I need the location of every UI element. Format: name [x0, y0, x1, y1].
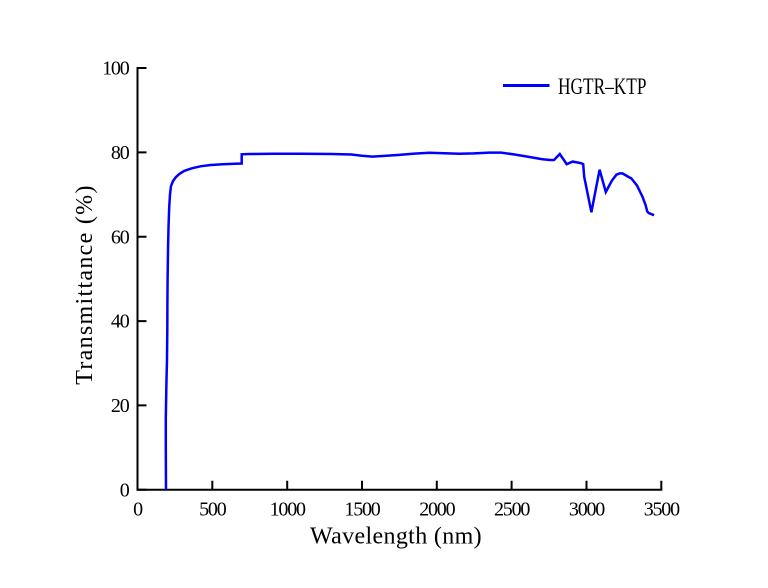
svg-text:3000: 3000 [569, 498, 605, 520]
svg-text:500: 500 [199, 498, 227, 520]
svg-text:Wavelength (nm): Wavelength (nm) [310, 524, 482, 550]
svg-text:20: 20 [111, 395, 130, 417]
svg-text:40: 40 [111, 311, 130, 333]
svg-text:2000: 2000 [419, 498, 455, 520]
svg-text:Transmittance (%): Transmittance (%) [72, 184, 98, 385]
svg-text:3500: 3500 [644, 498, 680, 520]
svg-text:1000: 1000 [270, 498, 306, 520]
svg-text:80: 80 [111, 142, 130, 164]
svg-text:1500: 1500 [344, 498, 380, 520]
svg-text:0: 0 [133, 498, 143, 520]
svg-text:2500: 2500 [494, 498, 530, 520]
svg-text:100: 100 [102, 58, 130, 80]
svg-text:0: 0 [120, 479, 130, 501]
svg-text:60: 60 [111, 226, 130, 248]
svg-text:HGTR–KTP: HGTR–KTP [558, 74, 647, 99]
